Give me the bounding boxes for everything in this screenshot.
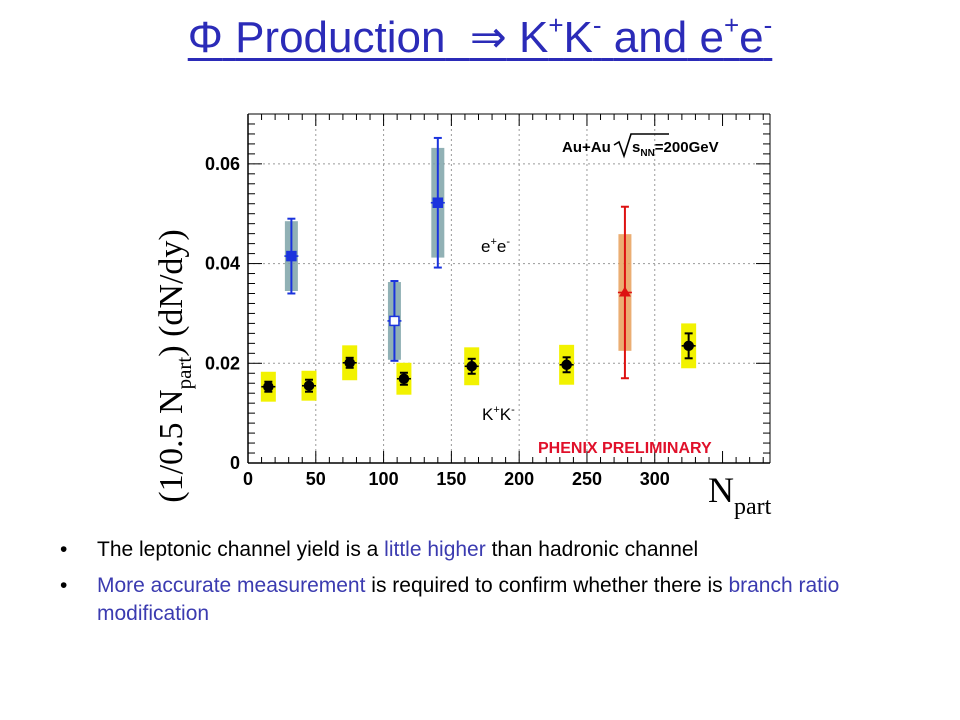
title-e2: e — [739, 13, 764, 62]
data-point — [286, 250, 297, 262]
bullet-dot: • — [60, 538, 68, 561]
bullet-dot: • — [60, 574, 68, 597]
data-point — [561, 359, 572, 371]
x-tick-label: 250 — [572, 469, 602, 489]
bullet-item-2: • More accurate measurement is required … — [60, 572, 920, 628]
y-tick-label: 0.02 — [205, 353, 240, 373]
title-e-minus: - — [763, 10, 773, 40]
bullet-2-text: is required to confirm whether there is — [365, 574, 729, 597]
title-production: Production — [235, 13, 446, 62]
data-point — [303, 380, 315, 391]
slide-title: Φ Production ⇒ K+K- and e+e- — [0, 12, 960, 63]
x-axis-title: Npart — [708, 470, 772, 520]
chart-ticks: 0 50 100 150 200 250 300 0 0.02 0.04 0.06 — [205, 113, 770, 489]
title-k-plus: + — [548, 10, 564, 40]
title-k: K — [518, 13, 549, 62]
data-point — [683, 340, 694, 352]
y-tick-label: 0 — [230, 453, 240, 473]
chart-grid — [248, 114, 770, 463]
y-tick-label: 0.06 — [205, 154, 240, 174]
annotation-energy: sNN=200GeV — [632, 139, 719, 159]
chart-marks — [260, 136, 697, 402]
title-e: e — [699, 13, 724, 62]
label-ee: e+e- — [481, 236, 510, 256]
x-tick-label: 200 — [504, 469, 534, 489]
title-e-plus: + — [723, 10, 740, 40]
data-point — [618, 286, 631, 297]
bullet-2-highlight: More accurate measurement — [97, 574, 366, 597]
title-arrow: ⇒ — [469, 13, 507, 62]
title-phi: Φ — [187, 13, 223, 62]
data-point — [389, 315, 400, 327]
data-point — [432, 197, 444, 208]
title-and: and — [613, 13, 688, 62]
x-tick-label: 150 — [436, 469, 466, 489]
bullet-list: • The leptonic channel yield is a little… — [60, 536, 920, 636]
title-k-minus: - — [592, 10, 602, 40]
annotation-system: Au+Au — [562, 139, 611, 156]
data-point — [466, 361, 477, 372]
bullet-item-1: • The leptonic channel yield is a little… — [60, 536, 920, 564]
data-point — [398, 373, 410, 384]
chart-frame — [247, 113, 771, 464]
x-tick-label: 100 — [369, 469, 399, 489]
bullet-2-highlight-end: branch ratio modification — [97, 574, 840, 625]
annotation-preliminary: PHENIX PRELIMINARY — [538, 440, 712, 457]
data-point — [344, 357, 355, 369]
x-tick-label: 300 — [640, 469, 670, 489]
y-tick-label: 0.04 — [205, 254, 240, 274]
bullet-1-text: The leptonic channel yield is a — [97, 538, 385, 561]
x-tick-label: 0 — [243, 469, 253, 489]
bullet-1-text-end: than hadronic channel — [485, 538, 699, 561]
phi-yield-chart: 0 50 100 150 200 250 300 0 0.02 0.04 0.06 (1/0.5 N… — [153, 113, 772, 520]
data-point — [263, 381, 274, 392]
title-k2: K — [563, 13, 593, 62]
x-tick-label: 50 — [306, 469, 326, 489]
label-kk: K+K- — [482, 404, 515, 424]
y-axis-title: (1/0.5 Npart) (dN/dy) — [153, 229, 196, 502]
bullet-1-highlight: little higher — [384, 538, 486, 561]
sqrt-symbol — [613, 133, 669, 159]
